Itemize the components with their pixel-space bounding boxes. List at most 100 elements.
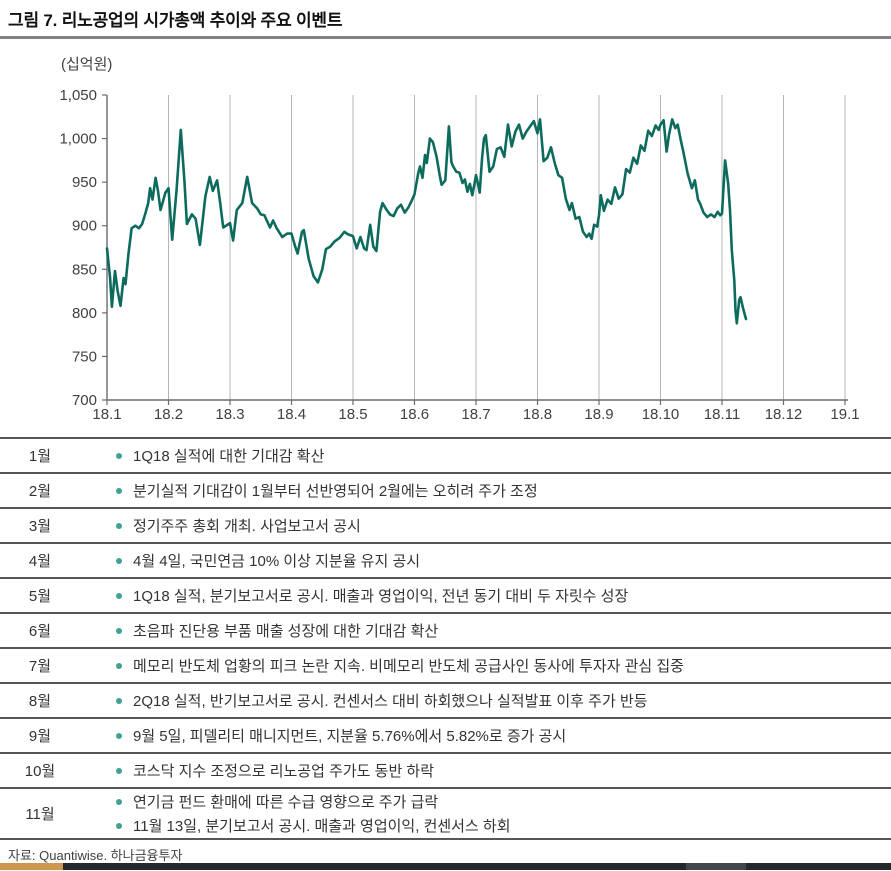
event-items: 4월 4일, 국민연금 10% 이상 지분율 유지 공시 xyxy=(80,550,891,571)
event-row-10월: 10월 코스닥 지수 조정으로 리노공업 주가도 동반 하락 xyxy=(0,752,891,787)
y-axis-label: 850 xyxy=(72,261,97,278)
event-text: 분기실적 기대감이 1월부터 선반영되어 2월에는 오히려 주가 조정 xyxy=(133,483,538,500)
event-text: 9월 5일, 피델리티 매니지먼트, 지분율 5.76%에서 5.82%로 증가… xyxy=(133,728,567,745)
event-line: 정기주주 총회 개최. 사업보고서 공시 xyxy=(80,515,891,536)
bullet-icon xyxy=(116,822,122,829)
event-items: 1Q18 실적, 분기보고서로 공시. 매출과 영업이익, 전년 동기 대비 두… xyxy=(80,585,891,606)
x-axis-label: 18.11 xyxy=(704,406,740,423)
month-label: 5월 xyxy=(28,588,52,605)
bullet-icon xyxy=(116,767,122,774)
events-table: 1월 1Q18 실적에 대한 기대감 확산 2월 분기실적 기대감이 1월부터 선반영… xyxy=(0,437,891,838)
bullet-icon xyxy=(116,697,122,704)
bullet-icon xyxy=(116,592,122,599)
x-axis-label: 18.12 xyxy=(765,406,803,423)
bullet-icon xyxy=(116,732,122,739)
bullet-icon xyxy=(116,662,122,669)
event-items: 분기실적 기대감이 1월부터 선반영되어 2월에는 오히려 주가 조정 xyxy=(80,480,891,501)
event-text: 코스닥 지수 조정으로 리노공업 주가도 동반 하락 xyxy=(133,763,435,780)
month-label: 9월 xyxy=(28,728,52,745)
event-row-4월: 4월 4월 4일, 국민연금 10% 이상 지분율 유지 공시 xyxy=(0,542,891,577)
figure-title: 그림 7. 리노공업의 시가총액 추이와 주요 이벤트 xyxy=(8,11,343,30)
y-axis-unit-label: (십억원) xyxy=(61,56,113,73)
event-line: 11월 13일, 분기보고서 공시. 매출과 영업이익, 컨센서스 하회 xyxy=(80,815,891,836)
y-axis-label: 950 xyxy=(72,174,97,191)
event-row-8월: 8월 2Q18 실적, 반기보고서로 공시. 컨센서스 대비 하회했으나 실적발표… xyxy=(0,682,891,717)
month-label: 11월 xyxy=(25,806,55,823)
footer-light-segment xyxy=(686,863,746,870)
event-items: 1Q18 실적에 대한 기대감 확산 xyxy=(80,445,891,466)
footer-strip xyxy=(0,863,891,870)
y-axis-label: 1,000 xyxy=(59,131,97,148)
x-axis-label: 18.4 xyxy=(277,406,306,423)
event-items: 메모리 반도체 업황의 피크 논란 지속. 비메모리 반도체 공급사인 동사에 … xyxy=(80,655,891,676)
month-label: 2월 xyxy=(28,483,52,500)
y-axis-label: 750 xyxy=(72,348,97,365)
x-axis-label: 18.1 xyxy=(92,406,121,423)
market-cap-series-line xyxy=(105,118,748,325)
y-axis-label: 900 xyxy=(72,218,97,235)
month-label: 10월 xyxy=(24,763,56,780)
event-text: 초음파 진단용 부품 매출 성장에 대한 기대감 확산 xyxy=(133,623,439,640)
y-axis-label: 1,050 xyxy=(59,87,97,104)
event-text: 4월 4일, 국민연금 10% 이상 지분율 유지 공시 xyxy=(133,553,421,570)
event-items: 9월 5일, 피델리티 매니지먼트, 지분율 5.76%에서 5.82%로 증가… xyxy=(80,725,891,746)
x-axis-label: 18.9 xyxy=(584,406,613,423)
bullet-icon xyxy=(116,557,122,564)
event-line: 4월 4일, 국민연금 10% 이상 지분율 유지 공시 xyxy=(80,550,891,571)
event-text: 2Q18 실적, 반기보고서로 공시. 컨센서스 대비 하회했으나 실적발표 이… xyxy=(133,693,648,710)
event-line: 초음파 진단용 부품 매출 성장에 대한 기대감 확산 xyxy=(80,620,891,641)
bullet-icon xyxy=(116,452,122,459)
x-axis-label: 18.3 xyxy=(215,406,244,423)
event-row-3월: 3월 정기주주 총회 개최. 사업보고서 공시 xyxy=(0,507,891,542)
event-row-2월: 2월 분기실적 기대감이 1월부터 선반영되어 2월에는 오히려 주가 조정 xyxy=(0,472,891,507)
event-row-6월: 6월 초음파 진단용 부품 매출 성장에 대한 기대감 확산 xyxy=(0,612,891,647)
event-line: 9월 5일, 피델리티 매니지먼트, 지분율 5.76%에서 5.82%로 증가… xyxy=(80,725,891,746)
footer-accent-bar xyxy=(0,863,63,870)
bullet-icon xyxy=(116,798,122,805)
event-row-7월: 7월 메모리 반도체 업황의 피크 논란 지속. 비메모리 반도체 공급사인 동사… xyxy=(0,647,891,682)
event-items: 연기금 펀드 환매에 따른 수급 영향으로 주가 급락 11월 13일, 분기보고… xyxy=(80,791,891,836)
title-rule xyxy=(0,36,891,39)
x-axis-label: 18.7 xyxy=(461,406,490,423)
event-row-1월: 1월 1Q18 실적에 대한 기대감 확산 xyxy=(0,437,891,472)
month-label: 6월 xyxy=(28,623,52,640)
bullet-icon xyxy=(116,522,122,529)
x-axis-label: 18.8 xyxy=(523,406,552,423)
event-row-5월: 5월 1Q18 실적, 분기보고서로 공시. 매출과 영업이익, 전년 동기 대비… xyxy=(0,577,891,612)
event-line: 메모리 반도체 업황의 피크 논란 지속. 비메모리 반도체 공급사인 동사에 … xyxy=(80,655,891,676)
bullet-icon xyxy=(116,627,122,634)
source-note: 자료: Quantiwise. 하나금융투자 xyxy=(0,838,891,863)
event-text: 연기금 펀드 환매에 따른 수급 영향으로 주가 급락 xyxy=(133,794,439,811)
event-items: 코스닥 지수 조정으로 리노공업 주가도 동반 하락 xyxy=(80,760,891,781)
event-text: 1Q18 실적에 대한 기대감 확산 xyxy=(133,448,325,465)
market-cap-line-chart: 700 750 800 850 900 950 1,000 1,050 18.1 18.2 18.3… xyxy=(59,87,859,423)
event-row-9월: 9월 9월 5일, 피델리티 매니지먼트, 지분율 5.76%에서 5.82%로 … xyxy=(0,717,891,752)
event-text: 메모리 반도체 업황의 피크 논란 지속. 비메모리 반도체 공급사인 동사에 … xyxy=(133,658,684,675)
event-line: 2Q18 실적, 반기보고서로 공시. 컨센서스 대비 하회했으나 실적발표 이… xyxy=(80,690,891,711)
event-line: 연기금 펀드 환매에 따른 수급 영향으로 주가 급락 xyxy=(80,791,891,812)
event-items: 2Q18 실적, 반기보고서로 공시. 컨센서스 대비 하회했으나 실적발표 이… xyxy=(80,690,891,711)
event-line: 코스닥 지수 조정으로 리노공업 주가도 동반 하락 xyxy=(80,760,891,781)
x-axis-label: 18.5 xyxy=(338,406,367,423)
month-label: 1월 xyxy=(28,448,52,465)
event-row-11월: 11월 연기금 펀드 환매에 따른 수급 영향으로 주가 급락 11월 13일, 분… xyxy=(0,787,891,838)
event-line: 분기실적 기대감이 1월부터 선반영되어 2월에는 오히려 주가 조정 xyxy=(80,480,891,501)
x-axis-label: 18.6 xyxy=(400,406,429,423)
y-axis-label: 800 xyxy=(72,305,97,322)
bullet-icon xyxy=(116,487,122,494)
x-axis-label: 19.1 xyxy=(830,406,859,423)
month-label: 7월 xyxy=(28,658,52,675)
month-label: 8월 xyxy=(28,693,52,710)
x-axis-label: 18.2 xyxy=(154,406,183,423)
event-line: 1Q18 실적, 분기보고서로 공시. 매출과 영업이익, 전년 동기 대비 두… xyxy=(80,585,891,606)
event-items: 초음파 진단용 부품 매출 성장에 대한 기대감 확산 xyxy=(80,620,891,641)
y-axis-label: 700 xyxy=(72,392,97,409)
event-text: 1Q18 실적, 분기보고서로 공시. 매출과 영업이익, 전년 동기 대비 두… xyxy=(133,588,629,605)
event-line: 1Q18 실적에 대한 기대감 확산 xyxy=(80,445,891,466)
event-items: 정기주주 총회 개최. 사업보고서 공시 xyxy=(80,515,891,536)
month-label: 3월 xyxy=(28,518,52,535)
event-text: 정기주주 총회 개최. 사업보고서 공시 xyxy=(133,518,361,535)
month-label: 4월 xyxy=(28,553,52,570)
event-text: 11월 13일, 분기보고서 공시. 매출과 영업이익, 컨센서스 하회 xyxy=(133,818,511,835)
x-axis-label: 18.10 xyxy=(642,406,680,423)
